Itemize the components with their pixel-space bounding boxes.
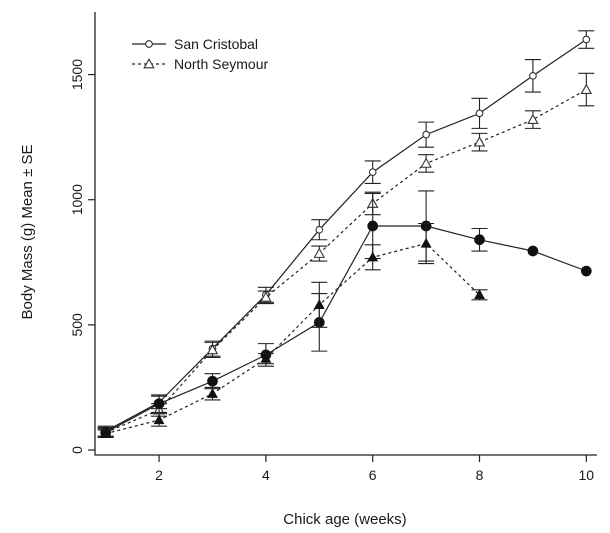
- x-tick-label: 8: [476, 467, 484, 483]
- data-point: [207, 388, 218, 398]
- y-tick-label: 1500: [69, 59, 85, 90]
- x-tick-label: 2: [155, 467, 163, 483]
- data-point: [420, 237, 432, 248]
- data-point: [313, 247, 326, 258]
- data-point: [527, 245, 539, 257]
- data-point: [580, 265, 592, 277]
- y-tick-label: 0: [69, 446, 85, 454]
- series-line: [105, 39, 587, 432]
- data-point: [100, 428, 112, 438]
- legend-label: North Seymour: [174, 56, 268, 72]
- y-tick-label: 500: [69, 313, 85, 337]
- data-point: [153, 414, 165, 425]
- legend: San Cristobal North Seymour: [132, 36, 268, 72]
- data-point: [475, 109, 484, 118]
- data-point: [473, 136, 486, 147]
- legend-marker: [145, 40, 153, 48]
- legend-label: San Cristobal: [174, 36, 258, 52]
- data-point: [422, 130, 430, 139]
- data-point: [315, 225, 324, 234]
- data-point: [474, 289, 485, 299]
- x-tick-label: 4: [262, 467, 270, 483]
- x-tick-label: 10: [579, 467, 595, 483]
- plot-area: 2 4 6 8 10 0 500 1000 1500: [69, 12, 597, 483]
- x-tick-label: 6: [369, 467, 377, 483]
- data-point: [582, 35, 591, 44]
- data-point: [313, 299, 325, 309]
- data-point: [367, 251, 379, 262]
- series-line: [105, 225, 587, 434]
- data-point: [420, 157, 432, 168]
- series-line: [105, 242, 480, 435]
- y-axis-title: Body Mass (g) Mean ± SE: [19, 145, 36, 320]
- series-north-seymour: [97, 72, 595, 439]
- x-axis-title: Chick age (weeks): [283, 511, 406, 528]
- series-series-3: [97, 190, 592, 438]
- series-san-cristobal: [97, 30, 595, 437]
- data-point: [367, 220, 379, 232]
- data-point: [153, 398, 165, 410]
- data-point: [260, 353, 272, 363]
- series-series-4: [97, 222, 488, 439]
- series-line: [105, 89, 587, 434]
- data-point: [474, 234, 485, 246]
- data-point: [207, 375, 218, 387]
- data-point: [206, 343, 219, 355]
- y-tick-label: 1000: [69, 184, 85, 215]
- data-point: [368, 168, 377, 177]
- data-point: [527, 113, 539, 125]
- data-point: [529, 71, 537, 80]
- legend-marker: [143, 58, 155, 69]
- data-point: [260, 291, 272, 302]
- data-point: [580, 83, 593, 94]
